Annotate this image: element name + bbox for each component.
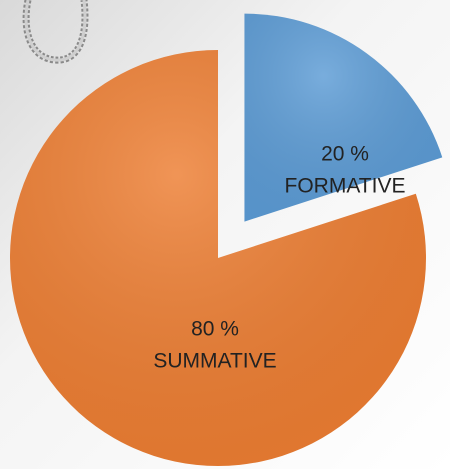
value-label: 80 % [191,318,239,341]
category-label: FORMATIVE [285,175,406,198]
chart: 20 % FORMATIVE 80 % SUMMATIVE [0,0,450,469]
value-label: 20 % [321,143,369,166]
page: 20 %FORMATIVE80 %SUMMATIVE (() => { cons… [0,0,450,469]
category-label: SUMMATIVE [153,350,276,373]
